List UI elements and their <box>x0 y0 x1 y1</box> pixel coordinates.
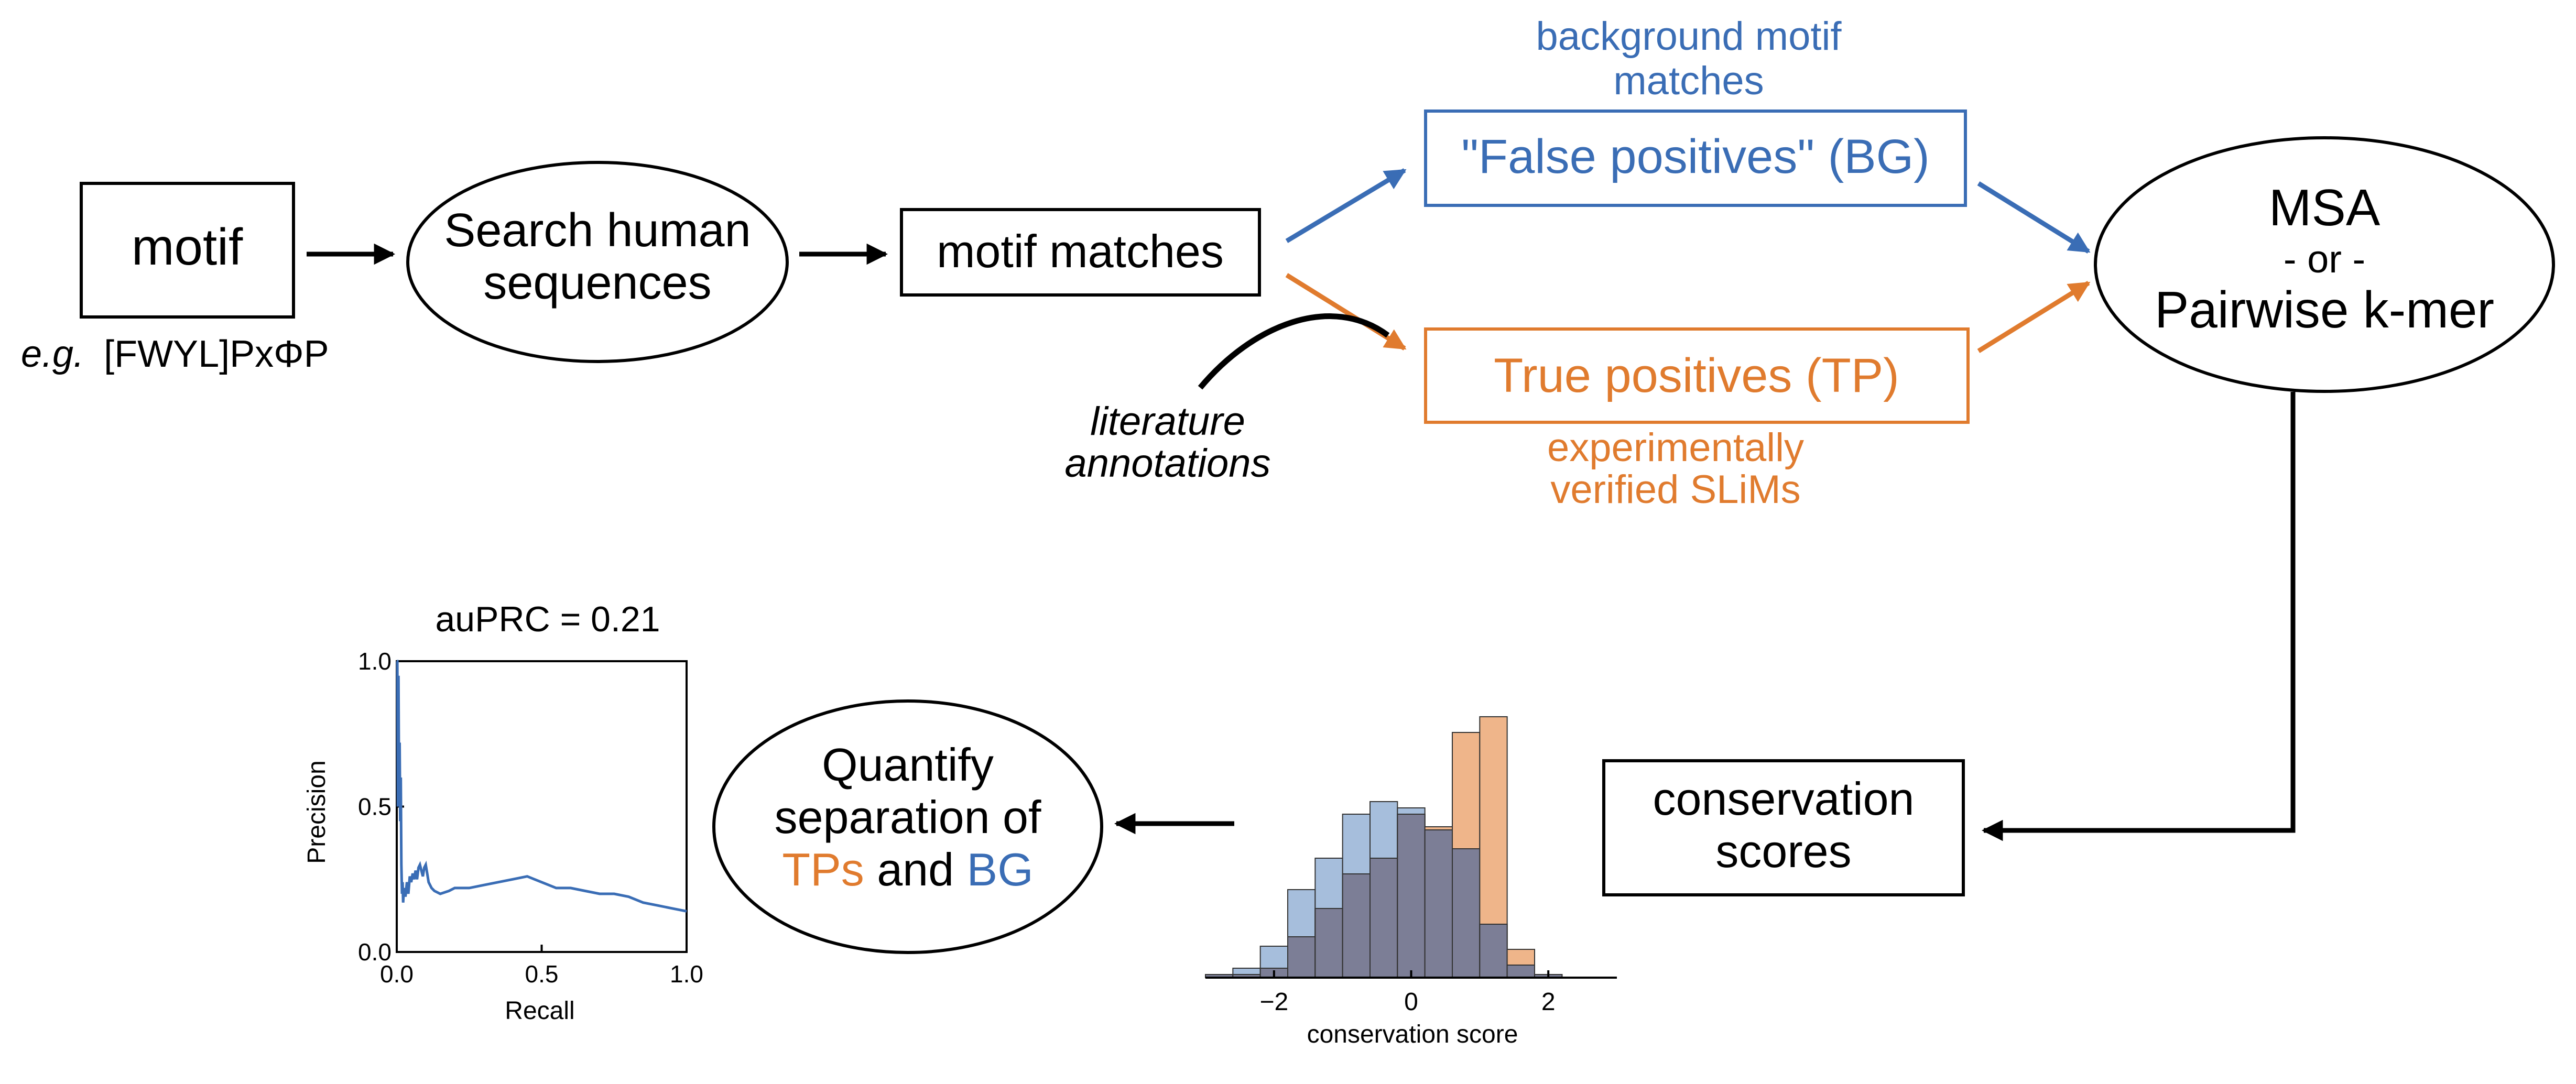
pr-y-label: Precision <box>303 760 331 863</box>
quantify-label-line3: TPs and BG <box>782 844 1033 895</box>
conservation-histogram: −2 0 2 conservation score <box>1205 716 1617 1048</box>
pr-y-tick-label: 1.0 <box>358 648 392 675</box>
motif-label: motif <box>132 218 243 276</box>
quantify-tps: TPs <box>782 844 864 895</box>
histogram-bar-overlap <box>1424 829 1453 978</box>
true-positives-label: True positives (TP) <box>1494 349 1899 402</box>
msa-label-line2: - or - <box>2284 237 2365 281</box>
quantify-and: and <box>864 844 967 895</box>
arrow-msa-to-conservation <box>1981 392 2296 841</box>
false-positives-node: "False positives" (BG) <box>1424 110 1967 207</box>
conservation-node: conservation scores <box>1602 759 1965 896</box>
pr-series-line <box>396 660 687 913</box>
histogram-x-tick-label: −2 <box>1259 988 1288 1016</box>
histogram-x-label: conservation score <box>1307 1021 1518 1048</box>
precision-recall-chart: auPRC = 0.21 0.00.0 0.5 0.5 1.0 1.0 Recall P… <box>303 599 703 1025</box>
histogram-bar-overlap <box>1369 858 1398 978</box>
pr-plot-frame <box>396 660 688 953</box>
tp-caption-line1: experimentally <box>1547 425 1804 470</box>
quantify-label-line1: Quantify <box>822 739 994 791</box>
bg-caption-line1: background motif <box>1536 14 1842 59</box>
conservation-label-line2: scores <box>1715 825 1851 877</box>
false-positives-label: "False positives" (BG) <box>1461 130 1930 183</box>
quantify-bg: BG <box>967 844 1034 895</box>
literature-label-line2: annotations <box>1065 441 1271 486</box>
pr-x-tick-label: 0.0 <box>380 960 414 988</box>
quantify-node: Quantify separation of TPs and BG <box>712 699 1103 954</box>
msa-node: MSA - or - Pairwise k-mer <box>2094 136 2555 393</box>
literature-curve <box>1198 313 1390 390</box>
motif-matches-label: motif matches <box>937 225 1224 277</box>
histogram-bar-overlap <box>1397 814 1426 978</box>
pr-x-label: Recall <box>505 997 574 1025</box>
search-label-line1: Search human <box>444 204 751 257</box>
motif-example-prefix: e.g. <box>21 333 84 375</box>
arrow-tp-to-msa <box>1977 281 2091 353</box>
motif-node: motif <box>80 182 295 319</box>
literature-label-line1: literature <box>1090 399 1245 444</box>
tp-caption-line2: verified SLiMs <box>1550 467 1800 512</box>
motif-matches-node: motif matches <box>900 208 1261 297</box>
search-label-line2: sequences <box>483 257 711 309</box>
msa-label-line3: Pairwise k-mer <box>2155 281 2494 338</box>
histogram-x-tick-label: 0 <box>1404 988 1418 1016</box>
histogram-bar-overlap <box>1479 924 1508 978</box>
pr-x-tick-label: 0.5 <box>525 960 559 988</box>
pr-y-tick-label: 0.0 <box>358 938 392 966</box>
motif-example-pattern: [FWYL]PxΦP <box>104 333 329 375</box>
arrow-bg-to-msa <box>1977 181 2091 254</box>
msa-label-line1: MSA <box>2269 179 2381 236</box>
quantify-label-line2: separation of <box>775 791 1041 843</box>
bg-caption-line2: matches <box>1613 59 1764 103</box>
pr-y-tick-label: 0.5 <box>358 793 392 820</box>
arrow-matches-to-tp <box>1285 273 1407 351</box>
pr-x-tick-label: 1.0 <box>670 960 703 988</box>
search-node: Search human sequences <box>406 161 789 363</box>
arrow-matches-to-bg <box>1285 168 1407 243</box>
histogram-x-tick-label: 2 <box>1541 988 1556 1016</box>
true-positives-node: True positives (TP) <box>1424 327 1970 424</box>
histogram-bar-overlap <box>1287 936 1316 978</box>
motif-example: e.g. [FWYL]PxΦP <box>21 333 329 375</box>
conservation-label-line1: conservation <box>1653 773 1915 825</box>
histogram-bar-overlap <box>1506 965 1536 978</box>
histogram-bar-overlap <box>1314 908 1343 978</box>
histogram-bar-overlap <box>1342 873 1371 978</box>
histogram-bar-overlap <box>1452 848 1481 978</box>
pr-title: auPRC = 0.21 <box>435 599 660 639</box>
